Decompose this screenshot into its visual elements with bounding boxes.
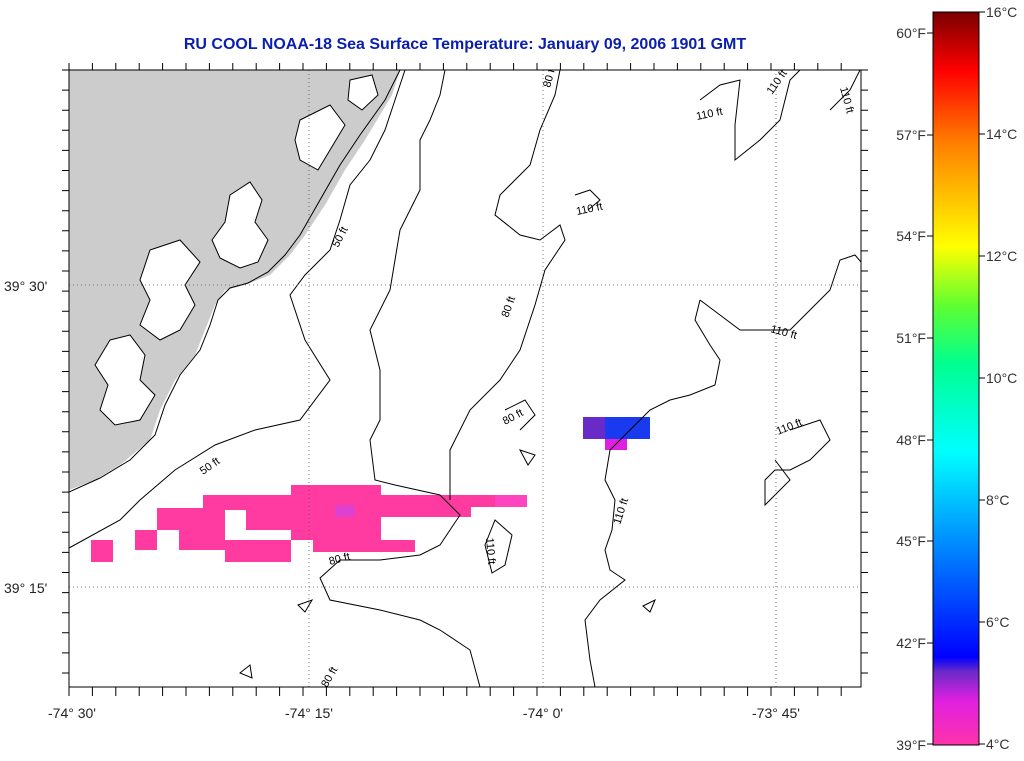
colorbar: 60°F 57°F 54°F 51°F 48°F 45°F 42°F 39°F … (896, 4, 1017, 753)
contour-label: 80 ft (328, 551, 352, 568)
colorbar-c-label: 10°C (986, 370, 1017, 386)
contour-label: 110 ft (695, 106, 724, 123)
contour-label: 110 ft (775, 417, 804, 438)
grid-lines (69, 70, 861, 687)
bay-shoreline (211, 181, 269, 269)
coastline (69, 70, 401, 493)
contour-label: 80 ft (500, 295, 519, 319)
axis-ticks (62, 63, 868, 696)
lon-label: -74° 30' (48, 705, 96, 721)
colorbar-c-label: 12°C (986, 248, 1017, 264)
contour-label: 110 ft (575, 201, 604, 218)
lat-label: 39° 15' (4, 580, 47, 596)
contour-label: 80 ft (501, 407, 526, 428)
contour-label: 80 ft (319, 665, 340, 690)
bathymetry-contours (69, 70, 861, 687)
colorbar-f-label: 42°F (896, 635, 926, 651)
lon-label: -74° 15' (285, 705, 333, 721)
bay-shoreline (294, 104, 346, 171)
colorbar-f-label: 45°F (896, 533, 926, 549)
bay-shoreline (139, 239, 201, 341)
colorbar-c-label: 16°C (986, 4, 1017, 20)
sst-cold-cluster (583, 417, 650, 450)
contour-label: 110 ft (483, 537, 497, 565)
lat-label: 39° 30' (4, 278, 47, 294)
bay-shoreline (94, 334, 156, 426)
colorbar-c-label: 8°C (986, 492, 1010, 508)
land-area (69, 70, 400, 490)
map-title: RU COOL NOAA-18 Sea Surface Temperature:… (183, 36, 747, 53)
contour-label: 110 ft (765, 68, 790, 97)
colorbar-c-label: 4°C (986, 736, 1010, 752)
colorbar-f-label: 39°F (896, 737, 926, 753)
colorbar-gradient (932, 11, 980, 746)
colorbar-c-label: 6°C (986, 614, 1010, 630)
contour-label: 80 ft (541, 65, 558, 89)
contour-label: 50 ft (330, 225, 351, 250)
lon-label: -73° 45' (752, 705, 800, 721)
lon-label: -74° 0' (523, 705, 563, 721)
colorbar-f-label: 57°F (896, 127, 926, 143)
colorbar-f-label: 54°F (896, 228, 926, 244)
colorbar-c-label: 14°C (986, 126, 1017, 142)
bay-shoreline (347, 74, 379, 111)
colorbar-f-label: 51°F (896, 330, 926, 346)
sst-pixels (91, 485, 527, 562)
colorbar-f-label: 48°F (896, 432, 926, 448)
contour-label: 50 ft (198, 455, 222, 477)
map-frame (68, 69, 862, 688)
colorbar-f-label: 60°F (896, 25, 926, 41)
